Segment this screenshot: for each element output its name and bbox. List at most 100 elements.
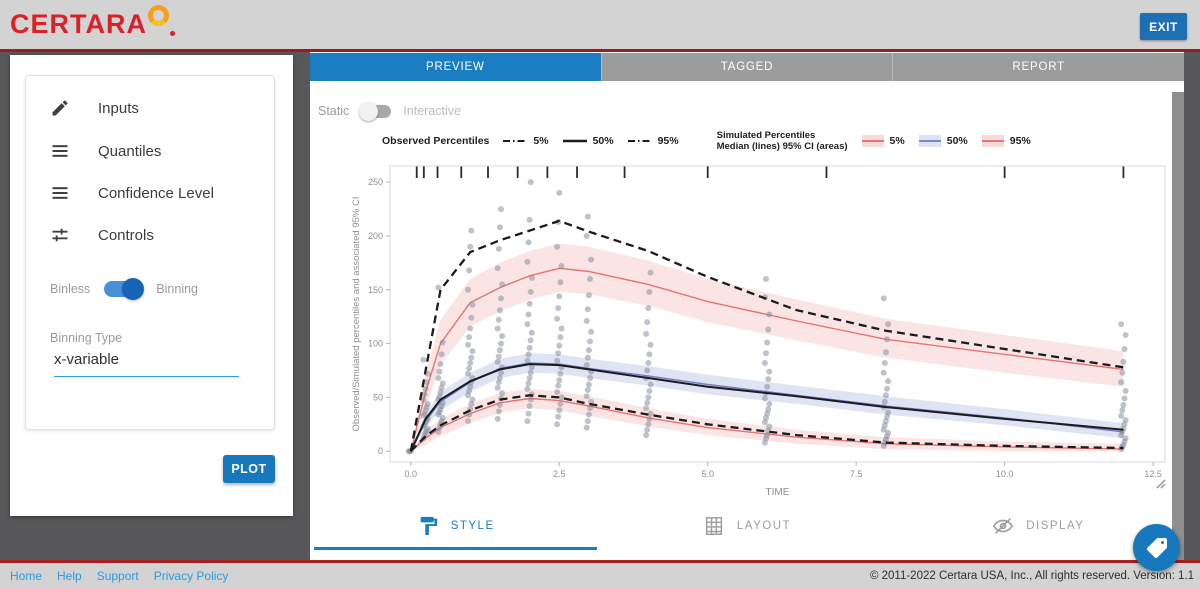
footer-link-home[interactable]: Home [10,569,43,583]
observed-legend-title: Observed Percentiles [382,135,490,147]
logo-text: CERTARA [10,9,147,39]
footer-bar: Home Help Support Privacy Policy © 2011-… [0,563,1200,589]
sidebar-item-inputs[interactable]: Inputs [26,88,274,128]
plot-settings-tabbar: STYLE LAYOUT DISPLAY [310,500,1184,552]
dash-dot-line-icon [627,140,652,142]
y-tick-label: 250 [368,177,383,187]
legend-item-observed-95: 95% [627,135,679,147]
tag-icon [1146,537,1167,558]
sidebar-item-label: Confidence Level [98,184,214,202]
pencil-icon [50,98,70,118]
list-icon [50,183,70,203]
area-swatch-icon [918,135,941,147]
x-tick-label: 10.0 [996,469,1014,479]
area-swatch-icon [861,135,884,147]
toggle-knob [122,278,145,300]
tune-icon [50,225,70,245]
observed-5-line [409,394,1124,453]
y-tick-label: 150 [368,285,383,295]
footer-link-privacy-policy[interactable]: Privacy Policy [153,569,229,583]
interactive-label: Interactive [403,104,461,118]
simulated-legend-title: Simulated Percentiles Median (lines) 95%… [716,130,848,152]
certara-logo: CERTARA [10,5,175,41]
grid-icon [703,515,725,537]
y-tick-label: 200 [368,231,383,241]
chart-legend: Observed Percentiles 5% 50% 95% Simulate… [382,130,1031,152]
legend-item-observed-50: 50% [562,135,614,147]
tab-report[interactable]: REPORT [893,53,1185,81]
vertical-scrollbar[interactable] [1172,92,1184,560]
logo-period [170,31,175,36]
x-tick-label: 0.0 [405,469,418,479]
binning-toggle-row: Binless Binning [50,278,198,300]
y-axis-title: Observed/Simulated percentiles and assoc… [351,197,362,432]
binning-label: Binning [156,282,198,296]
solid-line-icon [562,139,587,143]
paint-roller-icon [417,515,439,537]
observed-50-line [409,363,1124,452]
tab-tagged[interactable]: TAGGED [601,53,894,81]
vpc-chart-svg: 0 50 100 150 200 250 0.0 2.5 5.0 7.5 10.0 12.5 TIME O… [351,165,1166,498]
top-tabbar: PREVIEW TAGGED REPORT [310,53,1185,81]
dash-dot-line-icon [503,140,528,142]
sidebar-item-label: Controls [98,226,154,244]
y-tick-label: 100 [368,339,383,349]
plot-button[interactable]: PLOT [223,455,275,483]
legend-item-simulated-50: 50% [918,135,968,147]
sidebar-item-confidence-level[interactable]: Confidence Level [26,173,274,213]
settings-card: Inputs Quantiles Confidence Level Contro… [25,75,275,430]
tag-fab-button[interactable] [1133,524,1180,571]
footer-links: Home Help Support Privacy Policy [10,569,228,583]
simulated-5-median-ci-area [410,388,1124,452]
tab-style[interactable]: STYLE [310,500,601,552]
footer-link-support[interactable]: Support [96,569,139,583]
plot-area [389,165,1166,463]
active-tab-underline [314,546,598,550]
sidebar-item-quantiles[interactable]: Quantiles [26,131,274,171]
x-axis-title: TIME [766,487,790,498]
toggle-knob [359,101,379,121]
simulated-5-median-line [410,397,1124,452]
static-label: Static [318,104,350,118]
y-tick-label: 50 [373,392,383,402]
sidebar-item-label: Inputs [98,99,139,117]
sidebar-item-label: Quantiles [98,142,162,160]
binless-label: Binless [50,282,91,296]
x-tick-label: 2.5 [553,469,566,479]
preview-panel: PREVIEW TAGGED REPORT Static Interactive… [310,52,1185,560]
footer-divider [0,560,1200,563]
simulated-95-median-ci-area [410,243,1124,452]
simulated-95-median-line [410,267,1124,452]
x-tick-label: 7.5 [850,469,863,479]
y-tick-label: 0 [378,446,383,456]
logo-ring-icon [148,5,169,26]
tab-preview[interactable]: PREVIEW [310,53,602,81]
list-icon [50,141,70,161]
binning-toggle[interactable] [104,278,145,300]
observed-95-line [409,219,1124,452]
header-divider [0,49,1200,52]
eye-off-icon [992,515,1014,537]
x-tick-label: 12.5 [1144,469,1162,479]
x-tick-label: 5.0 [701,469,714,479]
tab-display[interactable]: DISPLAY [893,500,1184,552]
copyright-text: © 2011-2022 Certara USA, Inc., All right… [869,570,1194,582]
chart-resize-handle[interactable] [1156,479,1166,489]
sidebar-item-controls[interactable]: Controls [26,215,274,255]
legend-item-simulated-5: 5% [861,135,905,147]
binning-type-label: Binning Type [50,331,123,345]
exit-button[interactable]: EXIT [1140,13,1187,40]
area-swatch-icon [981,135,1004,147]
tab-layout[interactable]: LAYOUT [601,500,892,552]
footer-link-help[interactable]: Help [57,569,82,583]
binning-type-select[interactable]: x-variable [54,351,239,377]
static-interactive-toggle[interactable] [359,101,392,121]
settings-panel: Inputs Quantiles Confidence Level Contro… [10,55,293,516]
render-mode-row: Static Interactive [318,101,461,121]
legend-item-simulated-95: 95% [981,135,1031,147]
vpc-chart[interactable]: 0 50 100 150 200 250 0.0 2.5 5.0 7.5 10.0 12.5 TIME O… [345,158,1175,503]
header-bar: CERTARA EXIT [0,0,1200,49]
bin-rug-ticks [415,166,1125,178]
legend-item-observed-5: 5% [503,135,549,147]
